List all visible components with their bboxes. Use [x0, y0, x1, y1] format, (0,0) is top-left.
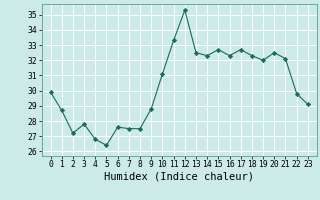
X-axis label: Humidex (Indice chaleur): Humidex (Indice chaleur): [104, 172, 254, 182]
